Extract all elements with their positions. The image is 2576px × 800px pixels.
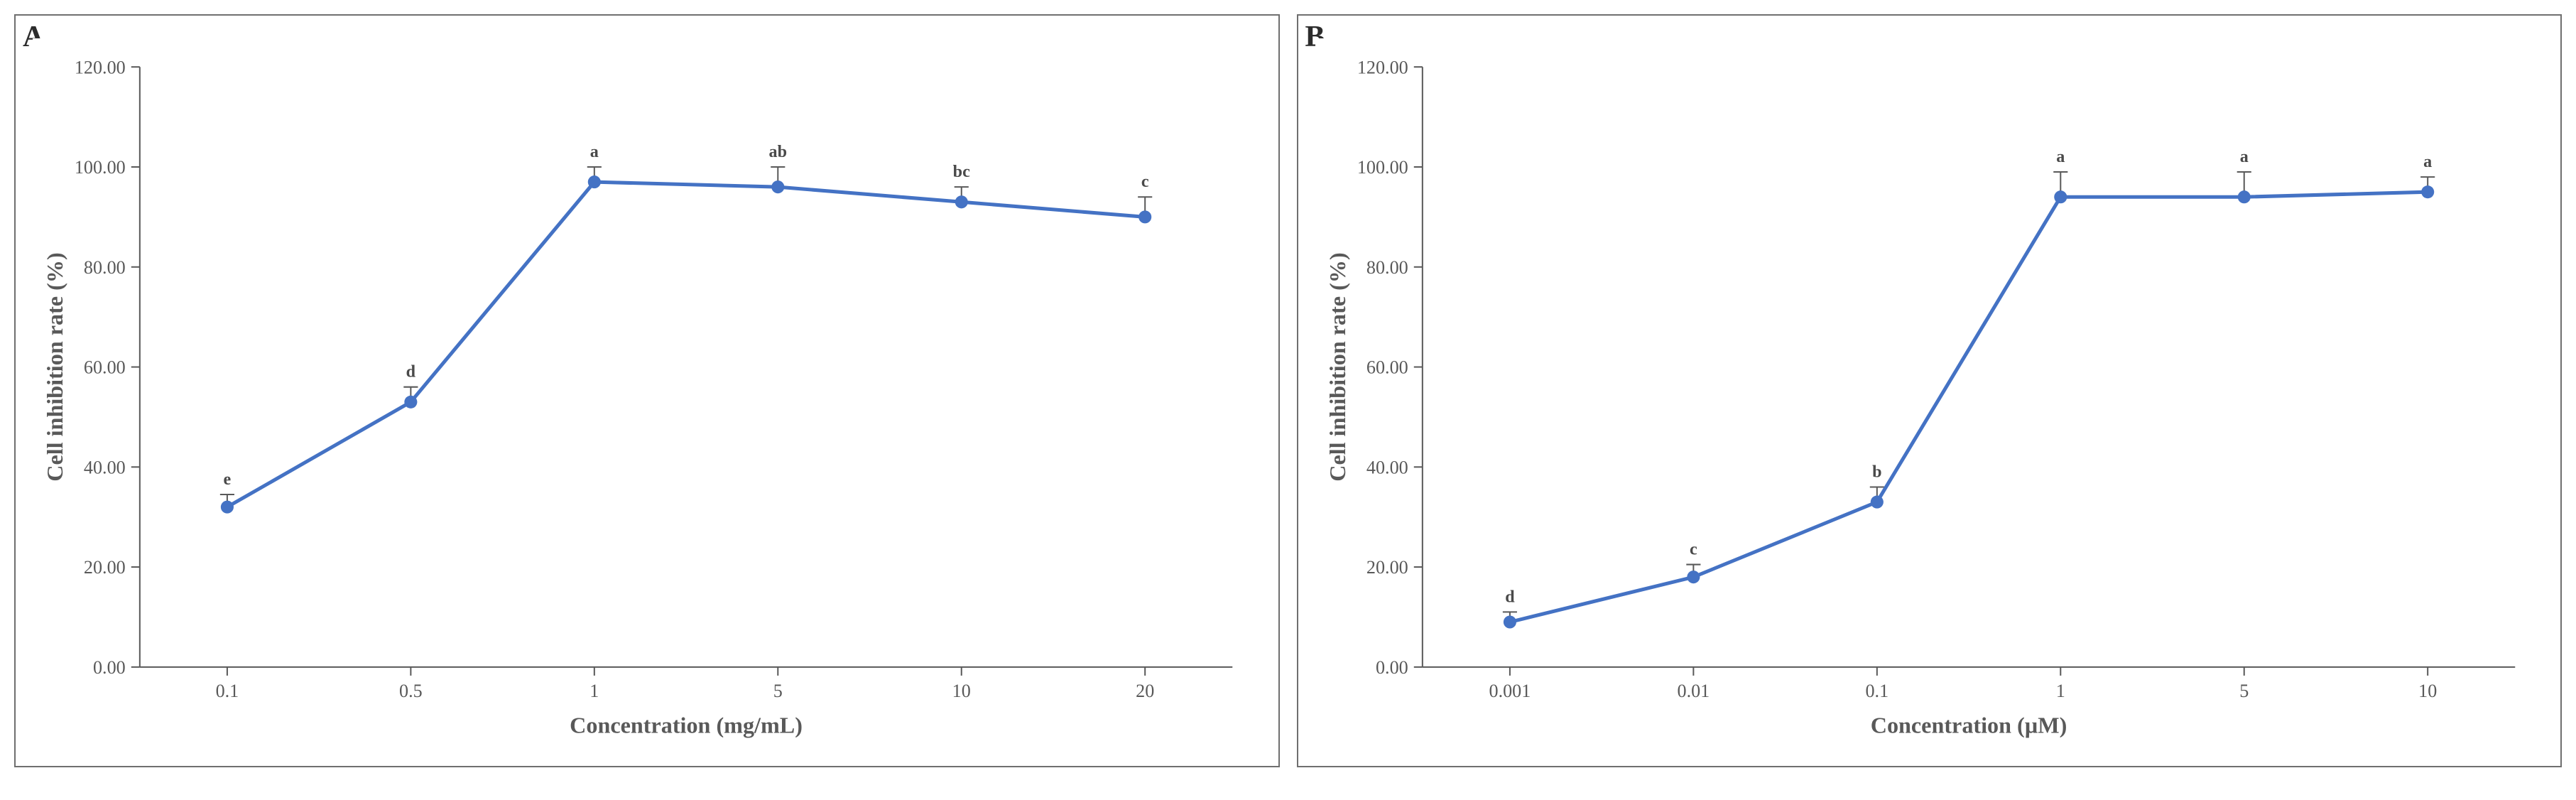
svg-text:d: d xyxy=(406,362,416,382)
svg-text:60.00: 60.00 xyxy=(84,357,126,378)
chart-b-svg: 0.00 20.00 40.00 60.00 80.00 100.00 120.00 0.00… xyxy=(1315,38,2544,753)
svg-text:Concentration (µM): Concentration (µM) xyxy=(1870,712,2067,737)
svg-text:a: a xyxy=(2423,152,2432,171)
svg-text:1: 1 xyxy=(589,681,599,701)
chart-a-svg: 0.00 20.00 40.00 60.00 80.00 100.00 120.00 0.1 0… xyxy=(33,38,1261,753)
svg-text:20.00: 20.00 xyxy=(84,557,126,578)
svg-text:10: 10 xyxy=(952,681,971,701)
svg-text:5: 5 xyxy=(773,681,783,701)
svg-text:b: b xyxy=(1872,462,1881,481)
svg-text:0.01: 0.01 xyxy=(1677,681,1710,701)
svg-text:a: a xyxy=(2239,147,2248,166)
svg-text:Concentration (mg/mL): Concentration (mg/mL) xyxy=(570,712,803,737)
svg-text:0.5: 0.5 xyxy=(399,681,423,701)
chart-b-wrap: 0.00 20.00 40.00 60.00 80.00 100.00 120.00 0.00… xyxy=(1315,33,2544,753)
svg-text:bc: bc xyxy=(953,162,970,181)
panel-b: B 0.0020.0040.0060.0080.00100.00120.000.… xyxy=(1297,14,2563,767)
svg-text:d: d xyxy=(1505,587,1515,606)
svg-text:0.1: 0.1 xyxy=(1865,681,1888,701)
svg-text:100.00: 100.00 xyxy=(75,157,126,178)
svg-text:40.00: 40.00 xyxy=(84,457,126,477)
svg-text:0.001: 0.001 xyxy=(1489,681,1531,701)
svg-text:120.00: 120.00 xyxy=(1357,57,1408,77)
svg-text:ab: ab xyxy=(769,142,787,161)
svg-text:Cell inhibition rate (%): Cell inhibition rate (%) xyxy=(1325,252,1350,481)
svg-text:0.1: 0.1 xyxy=(216,681,239,701)
chart-a-wrap: 0.00 20.00 40.00 60.00 80.00 100.00 120.00 0.1 0… xyxy=(33,33,1261,753)
svg-text:a: a xyxy=(590,142,599,161)
svg-text:e: e xyxy=(224,470,232,489)
svg-text:0.00: 0.00 xyxy=(1376,657,1408,678)
svg-text:20: 20 xyxy=(1136,681,1154,701)
panel-a: A 0.0020.0040.0060.0080.00100.00120.000.… xyxy=(14,14,1280,767)
svg-text:c: c xyxy=(1141,172,1149,191)
svg-text:1: 1 xyxy=(2055,681,2065,701)
svg-text:c: c xyxy=(1690,539,1697,558)
svg-text:0.00: 0.00 xyxy=(93,657,126,678)
svg-text:10: 10 xyxy=(2418,681,2437,701)
svg-text:100.00: 100.00 xyxy=(1357,157,1408,178)
svg-text:80.00: 80.00 xyxy=(1366,257,1408,278)
svg-text:20.00: 20.00 xyxy=(1366,557,1408,578)
svg-text:Cell inhibition rate (%): Cell inhibition rate (%) xyxy=(42,252,67,481)
svg-text:60.00: 60.00 xyxy=(1366,357,1408,378)
svg-text:80.00: 80.00 xyxy=(84,257,126,278)
svg-text:5: 5 xyxy=(2239,681,2249,701)
svg-text:a: a xyxy=(2056,147,2065,166)
figure-row: A 0.0020.0040.0060.0080.00100.00120.000.… xyxy=(14,14,2562,767)
svg-text:40.00: 40.00 xyxy=(1366,457,1408,477)
svg-text:120.00: 120.00 xyxy=(75,57,126,77)
